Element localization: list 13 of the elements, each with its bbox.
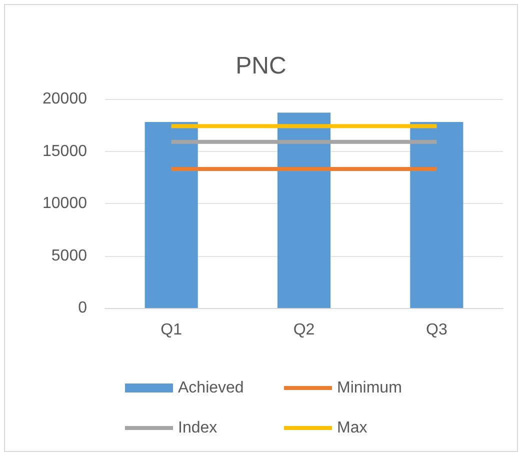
legend-label: Minimum <box>337 380 402 396</box>
x-tick-label: Q3 <box>426 322 448 338</box>
x-tick-label: Q2 <box>293 322 315 338</box>
legend-label: Max <box>337 420 368 436</box>
y-tick-label: 15000 <box>42 142 88 160</box>
legend-label: Achieved <box>178 380 244 396</box>
y-tick-label: 0 <box>78 300 88 316</box>
y-tick-label: 10000 <box>42 195 88 212</box>
legend-label: Index <box>178 420 218 436</box>
y-tick-label: 5000 <box>51 247 88 264</box>
chart-title: PNC <box>236 52 286 80</box>
x-tick-label: Q1 <box>160 322 182 338</box>
y-tick-label: 20000 <box>42 90 88 108</box>
